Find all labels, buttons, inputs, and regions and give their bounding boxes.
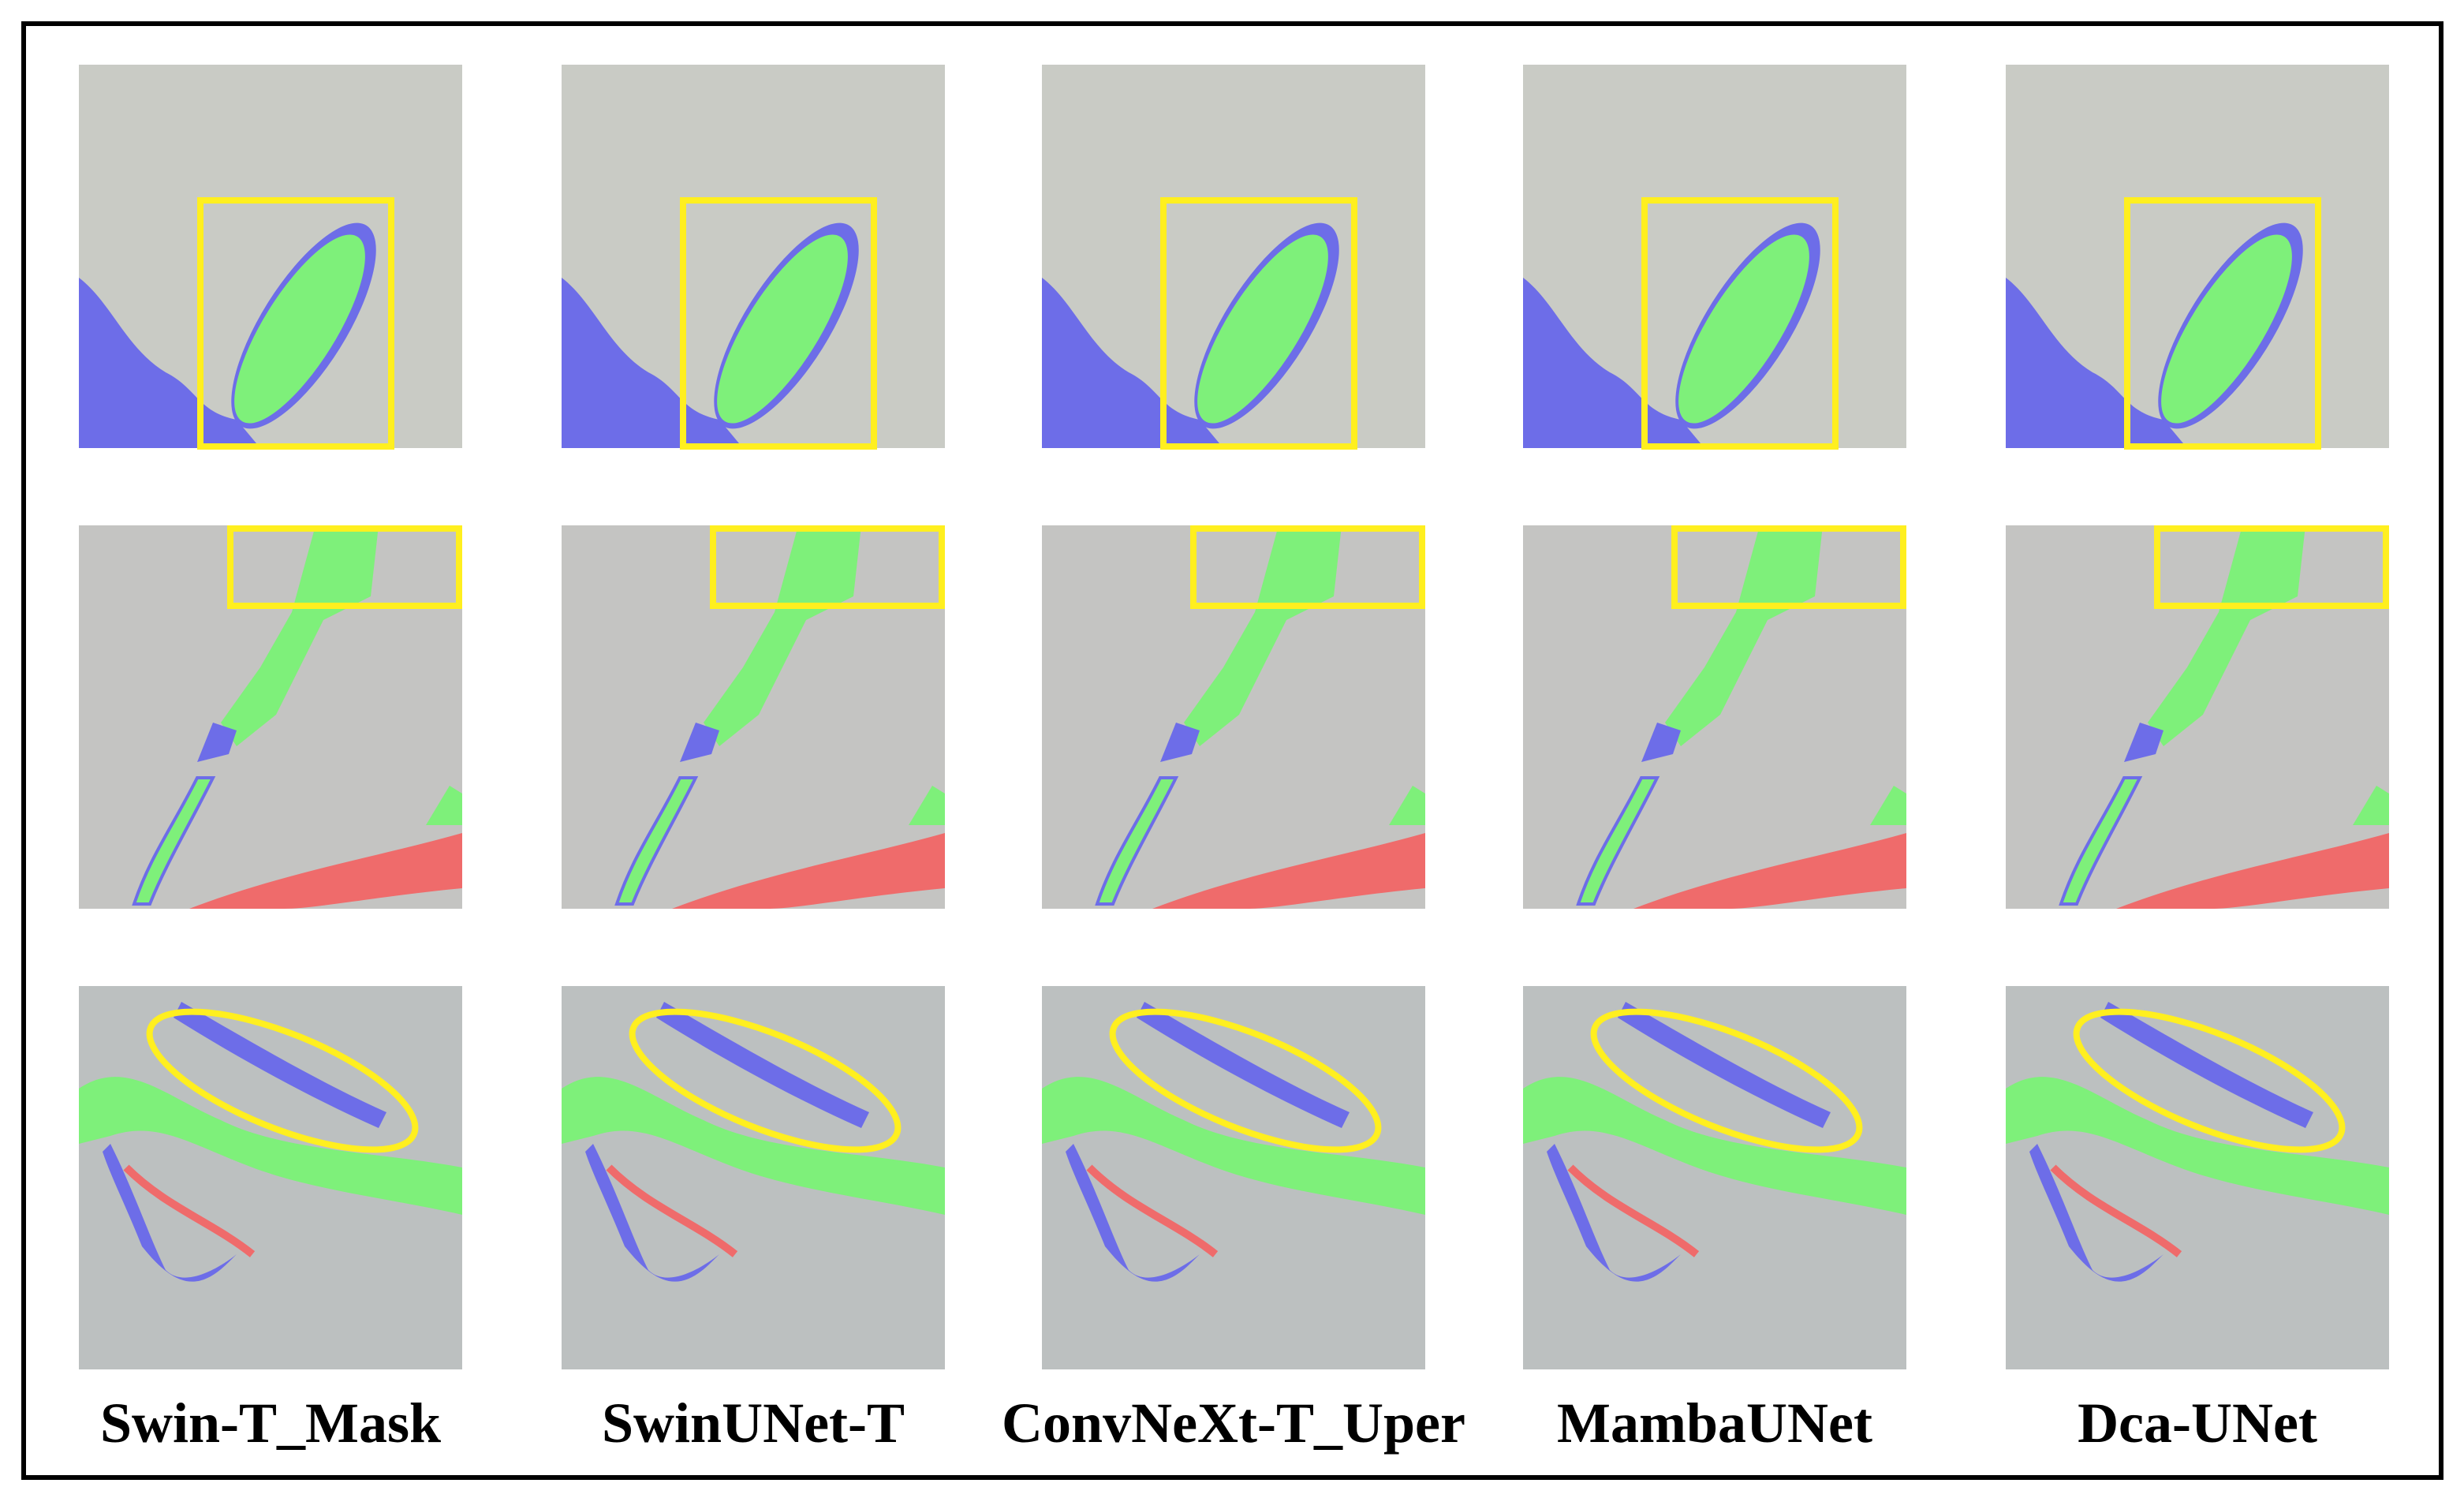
result-image xyxy=(562,984,945,1369)
result-image xyxy=(79,525,462,909)
result-image xyxy=(1042,984,1425,1369)
column-label: SwinUNet-T xyxy=(602,1392,905,1455)
result-image xyxy=(2006,525,2389,909)
column-label: ConvNeXt-T_Uper xyxy=(1002,1392,1465,1455)
result-image xyxy=(1042,525,1425,909)
result-image xyxy=(1523,984,1906,1369)
result-image xyxy=(79,984,462,1369)
result-image xyxy=(1523,65,1906,449)
figure-border xyxy=(21,21,2443,1480)
column-label: Swin-T_Mask xyxy=(100,1392,441,1455)
result-image xyxy=(2006,65,2389,449)
result-image xyxy=(1523,525,1906,909)
result-image xyxy=(1042,65,1425,449)
result-image xyxy=(79,65,462,449)
column-label: MambaUNet xyxy=(1557,1392,1872,1455)
result-image xyxy=(562,65,945,449)
result-image xyxy=(2006,984,2389,1369)
result-image xyxy=(562,525,945,909)
column-label: Dca-UNet xyxy=(2078,1392,2317,1455)
